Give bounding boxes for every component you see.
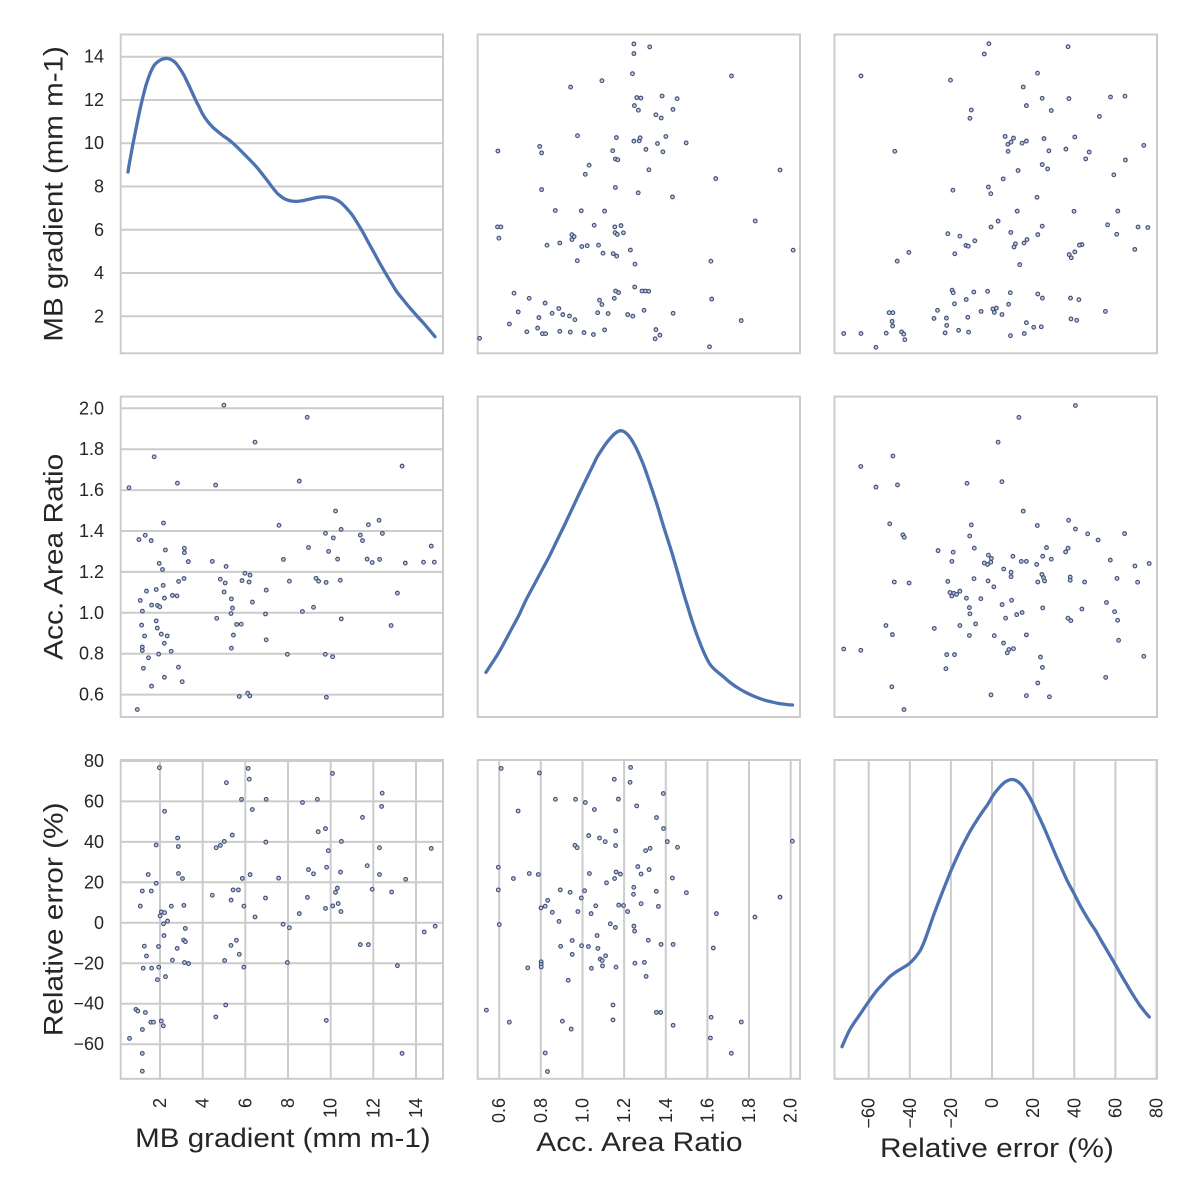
svg-text:6: 6 <box>94 220 104 240</box>
svg-text:40: 40 <box>84 832 104 852</box>
svg-text:2: 2 <box>150 1098 170 1108</box>
svg-text:0.8: 0.8 <box>531 1098 551 1123</box>
svg-text:12: 12 <box>363 1098 383 1118</box>
svg-text:20: 20 <box>1023 1098 1043 1118</box>
svg-text:−40: −40 <box>900 1098 920 1129</box>
svg-text:MB gradient (mm m-1): MB gradient (mm m-1) <box>39 46 69 341</box>
svg-text:1.4: 1.4 <box>656 1098 676 1123</box>
svg-text:−60: −60 <box>73 1034 104 1054</box>
svg-text:40: 40 <box>1064 1098 1084 1118</box>
svg-text:4: 4 <box>94 263 104 283</box>
svg-text:2: 2 <box>94 306 104 326</box>
svg-text:0.6: 0.6 <box>489 1098 509 1123</box>
svg-text:1.8: 1.8 <box>739 1098 759 1123</box>
svg-text:MB gradient (mm m-1): MB gradient (mm m-1) <box>135 1123 430 1153</box>
svg-text:1.6: 1.6 <box>697 1098 717 1123</box>
svg-text:60: 60 <box>1105 1098 1125 1118</box>
svg-text:60: 60 <box>84 791 104 811</box>
svg-text:1.6: 1.6 <box>79 480 104 500</box>
svg-text:4: 4 <box>193 1098 213 1108</box>
svg-text:1.2: 1.2 <box>614 1098 634 1123</box>
svg-text:2.0: 2.0 <box>79 398 104 418</box>
svg-text:Acc. Area Ratio: Acc. Area Ratio <box>536 1127 742 1157</box>
svg-text:0.8: 0.8 <box>79 644 104 664</box>
svg-text:10: 10 <box>321 1098 341 1118</box>
svg-text:6: 6 <box>235 1098 255 1108</box>
svg-text:10: 10 <box>84 133 104 153</box>
svg-text:−20: −20 <box>941 1098 961 1129</box>
svg-text:1.0: 1.0 <box>573 1098 593 1123</box>
svg-text:8: 8 <box>94 177 104 197</box>
svg-text:Relative error (%): Relative error (%) <box>39 803 69 1037</box>
svg-text:80: 80 <box>84 751 104 771</box>
svg-text:−40: −40 <box>73 994 104 1014</box>
svg-text:1.2: 1.2 <box>79 562 104 582</box>
svg-text:−20: −20 <box>73 953 104 973</box>
svg-text:0: 0 <box>94 913 104 933</box>
svg-text:2.0: 2.0 <box>781 1098 801 1123</box>
svg-text:14: 14 <box>406 1098 426 1118</box>
svg-text:Acc. Area Ratio: Acc. Area Ratio <box>39 454 69 660</box>
svg-text:0: 0 <box>982 1098 1002 1108</box>
svg-text:1.8: 1.8 <box>79 439 104 459</box>
svg-text:0.6: 0.6 <box>79 685 104 705</box>
svg-text:−60: −60 <box>859 1098 879 1129</box>
svg-text:20: 20 <box>84 872 104 892</box>
svg-text:1.4: 1.4 <box>79 521 104 541</box>
svg-text:8: 8 <box>278 1098 298 1108</box>
svg-text:Relative error (%): Relative error (%) <box>880 1133 1114 1163</box>
svg-text:80: 80 <box>1147 1098 1167 1118</box>
svg-text:14: 14 <box>84 47 104 67</box>
svg-text:12: 12 <box>84 90 104 110</box>
svg-text:1.0: 1.0 <box>79 603 104 623</box>
